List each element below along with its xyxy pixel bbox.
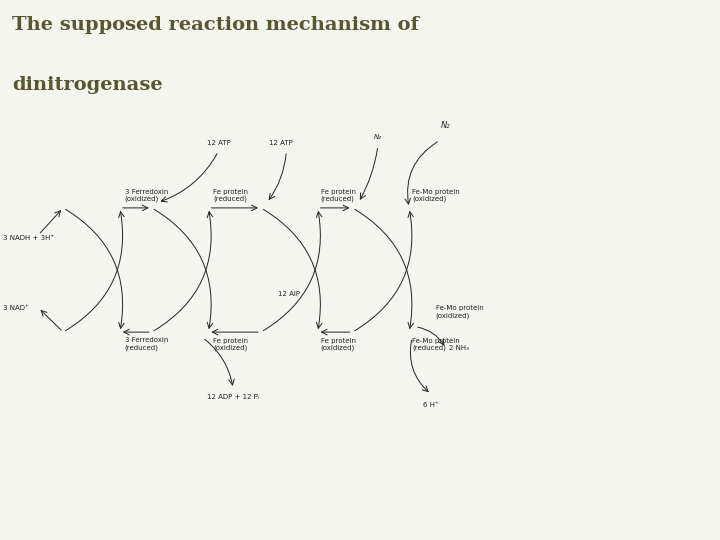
Text: 3 Ferredoxin
(reduced): 3 Ferredoxin (reduced) [125,338,168,351]
Text: Fe-Mo protein
(oxidized): Fe-Mo protein (oxidized) [412,189,460,202]
Text: 12 AIP: 12 AIP [279,291,300,298]
Text: 6 H⁺: 6 H⁺ [423,402,439,408]
Text: 3 NAD⁺: 3 NAD⁺ [3,305,29,311]
Text: Fe protein
(reduced): Fe protein (reduced) [213,189,248,202]
Text: The supposed reaction mechanism of: The supposed reaction mechanism of [12,16,419,34]
Text: Fe protein
(reduced): Fe protein (reduced) [320,189,356,202]
Text: 12 ADP + 12 Pᵢ: 12 ADP + 12 Pᵢ [207,394,259,400]
Text: Fe protein
(oxidized): Fe protein (oxidized) [213,338,248,351]
Text: Fe-Mo protein
(oxidized): Fe-Mo protein (oxidized) [436,305,483,319]
Text: 12 ATP: 12 ATP [207,140,230,146]
Text: Fe protein
(oxidized): Fe protein (oxidized) [320,338,356,351]
Text: 2 NH₃: 2 NH₃ [449,345,469,352]
Text: 12 ATP: 12 ATP [269,140,292,146]
Text: N₂: N₂ [441,120,451,130]
Text: 3 NADH + 3H⁺: 3 NADH + 3H⁺ [3,234,54,241]
Text: 3 Ferredoxin
(oxidized): 3 Ferredoxin (oxidized) [125,189,168,202]
Text: dinitrogenase: dinitrogenase [12,76,163,93]
Text: N₂: N₂ [374,134,382,140]
Text: Fe-Mo protein
(reduced): Fe-Mo protein (reduced) [412,338,460,351]
